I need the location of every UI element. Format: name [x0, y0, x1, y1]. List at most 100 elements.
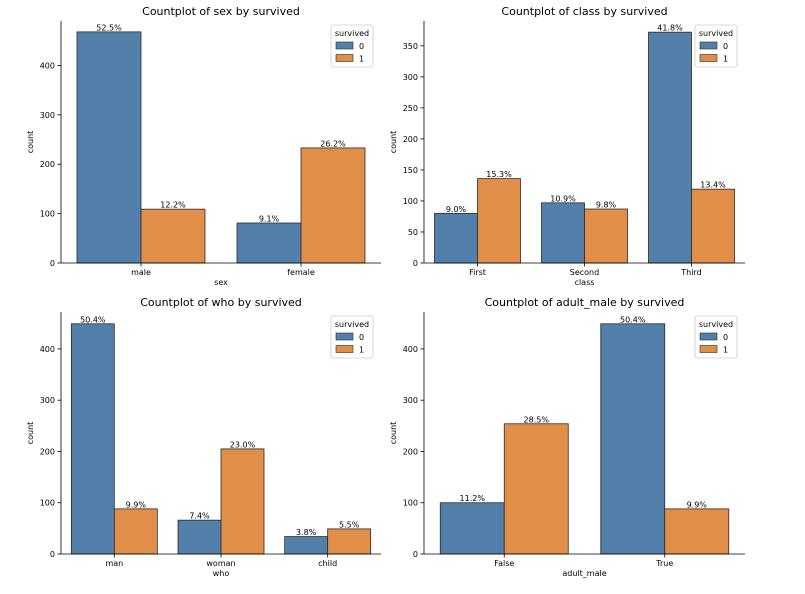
y-tick-label: 300 — [40, 111, 55, 120]
legend-label-1: 1 — [723, 55, 728, 64]
x-tick-label: First — [469, 268, 486, 277]
bar-First-survived-0 — [434, 212, 478, 264]
data-label: 15.3% — [486, 170, 512, 179]
legend-label-1: 1 — [359, 346, 364, 355]
y-tick-label: 400 — [40, 61, 55, 70]
bar-woman-survived-0 — [177, 519, 222, 555]
x-tick-label: Second — [570, 268, 599, 277]
legend-title: survived — [699, 320, 733, 329]
data-label: 9.9% — [687, 500, 708, 509]
data-label: 11.2% — [460, 494, 486, 503]
data-label: 10.9% — [550, 194, 576, 203]
bar-female-survived-1 — [300, 147, 366, 264]
x-axis-label: who — [213, 569, 230, 578]
y-axis-label: count — [26, 422, 35, 445]
bar-Third-survived-1 — [691, 188, 735, 264]
y-tick-label: 150 — [403, 166, 418, 175]
data-label: 5.5% — [339, 520, 360, 529]
data-label: 52.5% — [96, 23, 122, 32]
data-label: 50.4% — [620, 315, 646, 324]
data-label: 13.4% — [700, 181, 726, 190]
data-label: 28.5% — [524, 415, 550, 424]
data-label: 26.2% — [320, 139, 346, 148]
y-tick-label: 0 — [50, 550, 55, 559]
y-tick-label: 300 — [403, 73, 418, 82]
legend-swatch-1 — [335, 345, 354, 353]
y-tick-label: 200 — [403, 135, 418, 144]
data-label: 3.8% — [296, 528, 317, 537]
data-label: 9.9% — [126, 500, 147, 509]
y-tick-label: 300 — [40, 396, 55, 405]
y-tick-label: 0 — [413, 550, 418, 559]
bar-woman-survived-1 — [220, 448, 265, 555]
x-tick-label: male — [131, 268, 151, 277]
chart-panel-2: Countplot of who by survived 50.4% 7.4% 3.8… — [26, 296, 381, 578]
legend-swatch-1 — [699, 345, 718, 353]
legend: survived 0 1 — [330, 24, 374, 68]
y-tick-label: 400 — [40, 345, 55, 354]
x-tick-label: woman — [206, 559, 235, 568]
data-label: 9.8% — [596, 201, 617, 210]
bar-Third-survived-0 — [648, 31, 692, 264]
bar-First-survived-1 — [477, 178, 521, 264]
bar-Second-survived-0 — [541, 202, 585, 264]
x-tick-label: female — [287, 268, 315, 277]
x-axis-label: sex — [214, 278, 228, 287]
chart-title: Countplot of who by survived — [140, 296, 302, 309]
data-label: 7.4% — [189, 512, 210, 521]
bar-male-survived-0 — [76, 31, 142, 264]
x-tick-label: False — [494, 559, 514, 568]
y-tick-label: 300 — [403, 396, 418, 405]
y-tick-label: 100 — [40, 210, 55, 219]
x-tick-label: True — [655, 559, 673, 568]
data-label: 9.1% — [259, 214, 280, 223]
bar-child-survived-0 — [284, 536, 329, 555]
legend: survived 0 1 — [694, 24, 738, 68]
y-tick-label: 400 — [403, 345, 418, 354]
y-tick-label: 200 — [40, 160, 55, 169]
legend-swatch-1 — [699, 54, 718, 62]
legend-swatch-0 — [335, 332, 354, 341]
legend-label-0: 0 — [359, 42, 364, 51]
y-tick-label: 0 — [413, 259, 418, 268]
y-axis-label: count — [389, 422, 398, 445]
x-axis-label: adult_male — [562, 569, 606, 578]
x-axis-label: class — [575, 278, 595, 287]
y-tick-label: 50 — [408, 228, 418, 237]
legend-swatch-0 — [335, 41, 354, 50]
y-axis-label: count — [389, 131, 398, 154]
y-tick-label: 350 — [403, 42, 418, 51]
y-tick-label: 100 — [403, 197, 418, 206]
bar-True-survived-1 — [664, 508, 730, 555]
legend-swatch-1 — [335, 54, 354, 62]
legend-swatch-0 — [699, 41, 718, 50]
x-tick-label: man — [105, 559, 123, 568]
x-tick-label: child — [318, 559, 337, 568]
y-tick-label: 200 — [40, 447, 55, 456]
bar-man-survived-1 — [113, 508, 158, 555]
legend-swatch-0 — [699, 332, 718, 341]
bar-female-survived-0 — [236, 222, 302, 264]
y-tick-label: 200 — [403, 447, 418, 456]
bar-False-survived-1 — [503, 423, 569, 555]
data-label: 41.8% — [657, 24, 683, 33]
legend-label-0: 0 — [723, 42, 728, 51]
legend: survived 0 1 — [330, 315, 374, 359]
legend-title: survived — [335, 29, 369, 38]
legend: survived 0 1 — [694, 315, 738, 359]
bar-male-survived-1 — [140, 208, 206, 264]
chart-title: Countplot of sex by survived — [142, 5, 300, 18]
data-label: 9.0% — [446, 205, 467, 214]
chart-title: Countplot of class by survived — [501, 5, 667, 18]
legend-label-0: 0 — [723, 333, 728, 342]
chart-title: Countplot of adult_male by survived — [485, 296, 685, 309]
bar-Second-survived-1 — [584, 208, 628, 264]
legend-label-0: 0 — [359, 333, 364, 342]
legend-label-1: 1 — [723, 346, 728, 355]
legend-label-1: 1 — [359, 55, 364, 64]
bar-man-survived-0 — [70, 323, 115, 555]
x-tick-label: Third — [680, 268, 701, 277]
y-tick-label: 250 — [403, 104, 418, 113]
bar-child-survived-1 — [327, 528, 372, 555]
